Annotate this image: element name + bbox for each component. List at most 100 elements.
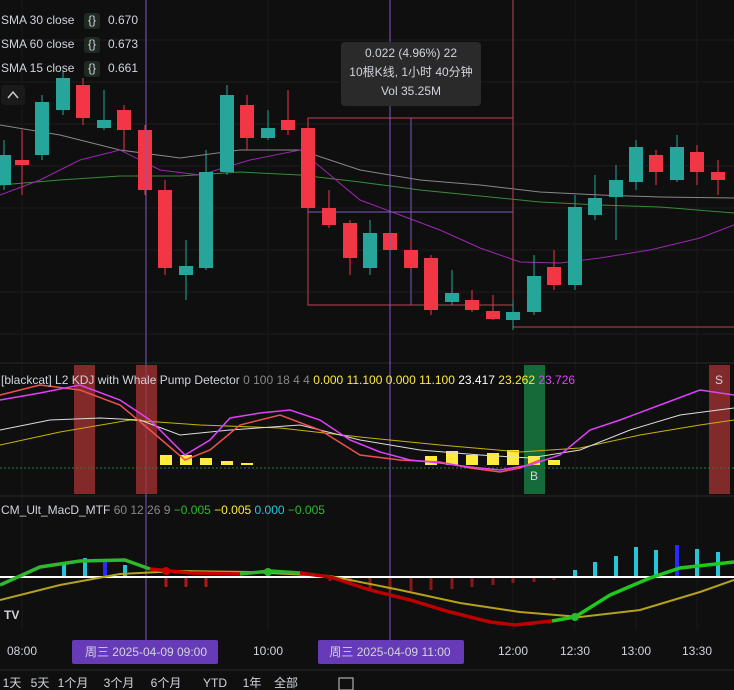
- macd-hist: [614, 556, 618, 577]
- indicator-value: 23.262: [498, 373, 535, 387]
- kdj-title: [blackcat] L2 KDJ with Whale Pump Detect…: [1, 373, 575, 387]
- time-label: 12:30: [560, 644, 590, 658]
- indicator-params: 0 100 18 4 4: [243, 373, 310, 387]
- candle-body: [547, 267, 561, 285]
- whale-bar: [446, 451, 458, 465]
- candle-body: [609, 180, 623, 197]
- candle-body: [527, 276, 541, 312]
- macd-hist: [532, 577, 536, 582]
- candle-body: [15, 160, 29, 165]
- macd-hist: [511, 577, 515, 583]
- collapse-button[interactable]: [1, 85, 25, 105]
- macd-hist: [83, 558, 87, 577]
- macd-hist: [164, 577, 168, 587]
- legend-icon: [84, 37, 100, 53]
- range-button[interactable]: 5天: [31, 676, 50, 690]
- whale-bar: [466, 455, 478, 465]
- candle-body: [261, 128, 275, 138]
- indicator-name: CM_Ult_MacD_MTF: [1, 503, 110, 517]
- candle-body: [588, 198, 602, 215]
- candle-body: [363, 233, 377, 268]
- indicator-value: 0.000: [255, 503, 285, 517]
- tooltip-text: 10根K线, 1小时 40分钟: [349, 64, 472, 79]
- legend-icon: [84, 61, 100, 77]
- candle-body: [445, 293, 459, 302]
- kdj-line: [0, 384, 541, 473]
- macd-hist: [204, 577, 208, 587]
- indicator-params: 60 12 26 9: [114, 503, 171, 517]
- legend-icon-glyph: {}: [88, 37, 96, 51]
- legend-icon: [84, 13, 100, 29]
- calendar-icon[interactable]: [338, 677, 354, 690]
- signal-line: [0, 569, 734, 619]
- legend-name: SMA 15 close: [1, 61, 75, 75]
- candle-body: [117, 110, 131, 130]
- macd-hist: [409, 577, 413, 591]
- macd-hist: [573, 570, 577, 577]
- signal-band: [136, 365, 157, 494]
- legend-icon-glyph: {}: [88, 13, 96, 27]
- candle-body: [404, 250, 418, 268]
- candle-body: [199, 172, 213, 268]
- indicator-value: 11.100: [419, 373, 455, 387]
- time-label: 08:00: [7, 644, 37, 658]
- macd-hist: [470, 577, 474, 587]
- range-button[interactable]: 1个月: [58, 676, 89, 690]
- candle-body: [0, 155, 11, 185]
- macd-hist: [62, 563, 66, 577]
- time-label: 12:00: [498, 644, 528, 658]
- candle-body: [649, 155, 663, 172]
- candle-body: [179, 266, 193, 275]
- range-button[interactable]: 3个月: [104, 676, 135, 690]
- crosshair-label-box: [72, 640, 218, 664]
- macd-hist: [328, 577, 332, 581]
- time-label: 10:00: [253, 644, 283, 658]
- macd-hist: [184, 577, 188, 587]
- time-label: 13:00: [621, 644, 651, 658]
- indicator-value: −0.005: [174, 503, 211, 517]
- range-button[interactable]: 1年: [243, 676, 262, 690]
- whale-bar: [487, 453, 499, 465]
- macd-hist: [450, 577, 454, 589]
- candle-body: [690, 152, 704, 172]
- kdj-line: [0, 384, 734, 471]
- candle-body: [281, 120, 295, 130]
- cross-dot: [162, 567, 170, 575]
- macd-title: CM_Ult_MacD_MTF 60 12 26 9 −0.005 −0.005…: [1, 503, 325, 517]
- indicator-value: −0.005: [214, 503, 251, 517]
- candle-body: [343, 223, 357, 258]
- legend-value: 0.673: [108, 37, 138, 51]
- macd-hist: [634, 547, 638, 577]
- legend: SMA 30 close {} 0.670 SMA 60 close {} 0.673 SM…: [1, 13, 138, 77]
- macd-hist: [552, 577, 556, 580]
- kdj-line: [0, 407, 734, 459]
- range-button[interactable]: 1天: [3, 676, 22, 690]
- macd-hist: [695, 549, 699, 577]
- range-button[interactable]: YTD: [203, 676, 227, 690]
- tooltip-text: 0.022 (4.96%) 22: [365, 46, 457, 60]
- macd-hist: [123, 565, 127, 577]
- macd-line: [0, 558, 151, 587]
- indicator-value: 0.000: [313, 373, 343, 387]
- candle-body: [465, 300, 479, 310]
- range-button[interactable]: 6个月: [151, 676, 182, 690]
- range-button[interactable]: 全部: [274, 675, 298, 690]
- cross-dot: [264, 568, 272, 576]
- legend-name: SMA 30 close: [1, 13, 75, 27]
- candle-body: [56, 78, 70, 110]
- candle-body: [670, 147, 684, 180]
- ma-line: [0, 149, 734, 264]
- macd-hist: [103, 561, 107, 577]
- whale-bar: [528, 456, 540, 465]
- macd-hist: [654, 550, 658, 577]
- indicator-name: [blackcat] L2 KDJ with Whale Pump Detect…: [1, 373, 240, 387]
- whale-bar: [221, 461, 233, 465]
- indicator-value: 23.417: [458, 373, 495, 387]
- candle-body: [220, 95, 234, 172]
- candle-body: [301, 128, 315, 208]
- collapse-icon: [7, 90, 19, 99]
- legend-icon-glyph: {}: [88, 61, 96, 75]
- sell-marker: S: [715, 373, 723, 387]
